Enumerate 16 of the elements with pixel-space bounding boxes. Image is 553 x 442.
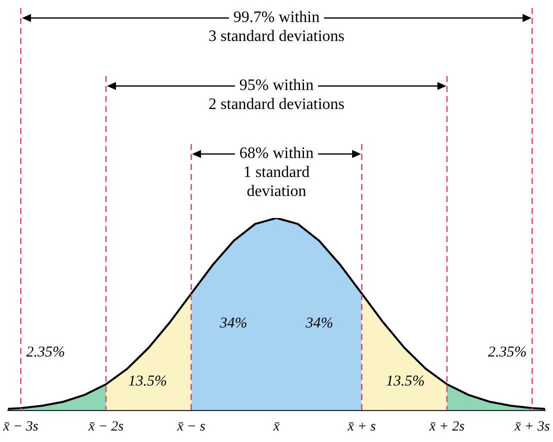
annotation: 34% <box>218 316 248 332</box>
x-tick-label: x̄ − 3s <box>2 419 39 434</box>
text: 95% within 2 standard deviations <box>208 77 344 114</box>
annotation: 34% <box>304 316 334 332</box>
x-tick-label: x̄ − s <box>176 419 206 434</box>
text: 68% within 1 standard deviation <box>239 145 314 200</box>
x-tick-label: x̄ <box>272 419 280 434</box>
annotation: 13.5% <box>386 373 425 390</box>
text: 99.7% within 3 standard deviations <box>208 9 344 46</box>
x-tick-label: x̄ − 2s <box>87 419 124 434</box>
annotation: 13.5% <box>128 373 167 390</box>
annotation: 2.35% <box>26 344 65 360</box>
annotation: 2.35% <box>488 344 527 360</box>
x-tick-label: x̄ + 2s <box>428 419 466 434</box>
x-tick-label: x̄ + s <box>346 419 376 434</box>
x-tick-label: x̄ + 3s <box>514 419 550 434</box>
